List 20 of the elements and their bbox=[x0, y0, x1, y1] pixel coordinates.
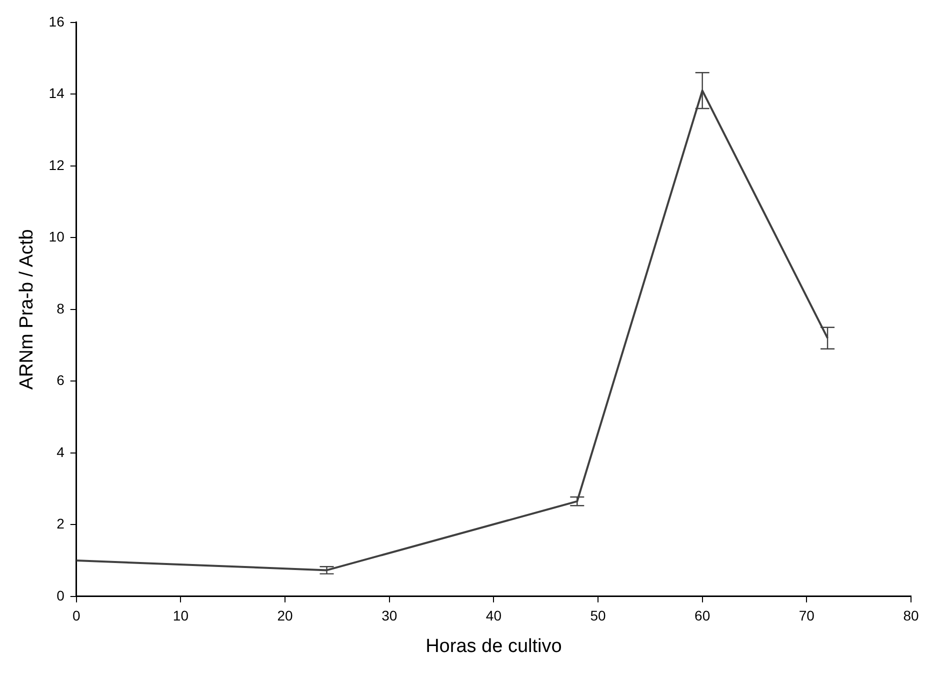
x-tick-label: 40 bbox=[486, 608, 502, 624]
x-tick-label: 20 bbox=[277, 608, 294, 624]
x-axis-title: Horas de cultivo bbox=[426, 636, 562, 657]
x-tick-label: 60 bbox=[694, 608, 710, 624]
x-tick-label: 70 bbox=[798, 608, 815, 624]
y-tick-label: 10 bbox=[48, 228, 65, 245]
y-tick-label: 16 bbox=[48, 13, 65, 30]
y-tick-label: 14 bbox=[48, 85, 65, 102]
x-tick-label: 0 bbox=[72, 608, 80, 624]
x-tick-label: 30 bbox=[382, 608, 398, 624]
y-tick-label: 0 bbox=[56, 587, 65, 604]
y-tick-label: 8 bbox=[56, 300, 65, 316]
x-tick-label: 10 bbox=[172, 608, 189, 624]
y-tick-label: 2 bbox=[56, 516, 65, 532]
x-tick-label: 80 bbox=[903, 608, 919, 624]
y-tick-label: 4 bbox=[56, 444, 65, 460]
y-axis-title: ARNm Pra-b / Actb bbox=[16, 229, 38, 390]
x-tick-label: 50 bbox=[590, 608, 606, 624]
y-tick-label: 12 bbox=[48, 156, 65, 173]
y-tick-label: 6 bbox=[56, 372, 65, 388]
